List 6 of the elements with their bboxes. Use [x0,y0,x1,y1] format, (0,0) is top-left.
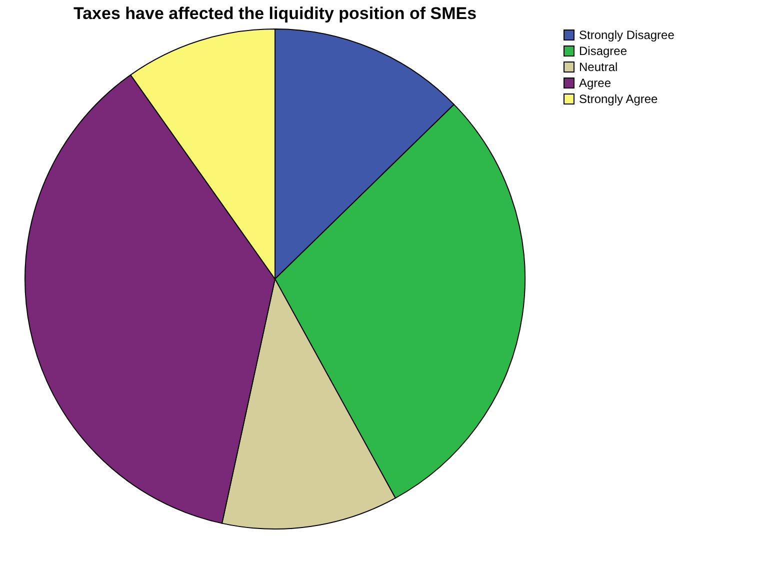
chart-title: Taxes have affected the liquidity position of SMEs [73,4,477,23]
legend-label: Strongly Agree [579,92,658,106]
legend-label: Strongly Disagree [579,28,675,42]
legend-label: Neutral [579,60,618,74]
legend-label: Disagree [579,44,628,58]
legend-label: Agree [579,76,612,90]
